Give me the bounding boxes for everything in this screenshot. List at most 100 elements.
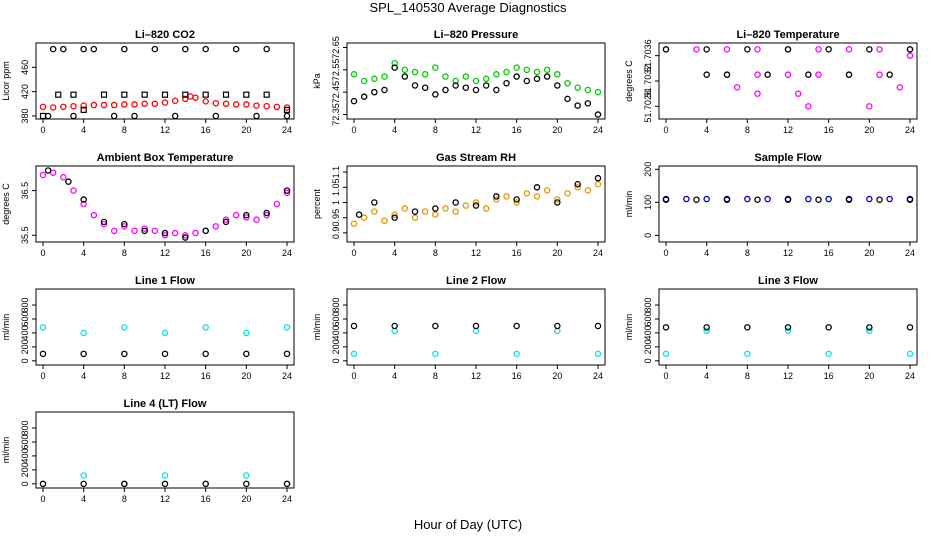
data-point	[876, 46, 883, 53]
x-tick-label: 20	[241, 125, 251, 135]
data-point	[391, 214, 398, 221]
series-1	[662, 324, 914, 331]
data-point	[39, 171, 47, 179]
data-point	[80, 106, 87, 113]
series-1	[350, 322, 602, 330]
data-point	[693, 196, 700, 203]
x-tick-label: 20	[241, 371, 251, 381]
y-tick-label: 800	[20, 298, 30, 313]
data-point	[171, 97, 179, 105]
y-tick-label: 1	[331, 200, 341, 205]
data-point	[584, 100, 592, 107]
data-point	[253, 112, 260, 120]
data-point	[472, 322, 480, 330]
data-point	[662, 324, 670, 331]
data-point	[876, 196, 883, 203]
y-tick-label: 0	[643, 358, 653, 363]
data-point	[693, 46, 700, 53]
data-point	[371, 88, 378, 96]
data-point	[906, 350, 914, 358]
y-tick-label: 200	[331, 339, 341, 354]
series-0	[39, 93, 291, 111]
data-point	[815, 46, 822, 53]
data-point	[584, 187, 592, 194]
y-tick-label: 1.05	[331, 179, 341, 197]
series-1	[355, 174, 602, 221]
data-point	[202, 91, 209, 98]
data-point	[866, 324, 873, 331]
data-point	[253, 102, 260, 109]
data-point	[131, 227, 138, 235]
data-point	[212, 223, 220, 230]
x-tick-label: 8	[122, 248, 127, 258]
data-point	[493, 71, 500, 78]
y-tick-label: 0	[20, 358, 30, 363]
data-point	[421, 84, 429, 91]
data-point	[243, 480, 250, 488]
plot-frame	[35, 288, 295, 366]
x-tick-label: 24	[593, 371, 603, 381]
y-tick-label: 380	[20, 108, 30, 123]
y-axis-label: Licor ppm	[1, 61, 11, 101]
data-point	[503, 68, 510, 76]
data-point	[543, 73, 551, 80]
data-point	[151, 45, 159, 53]
y-tick-label: 800	[20, 421, 30, 436]
data-point	[360, 214, 368, 221]
data-point	[421, 71, 429, 78]
data-point	[866, 46, 873, 53]
data-point	[754, 46, 761, 53]
y-axis-label: degrees C	[624, 60, 634, 102]
data-point	[784, 71, 792, 78]
data-point	[65, 178, 72, 185]
data-point	[161, 472, 169, 479]
series-1	[39, 480, 291, 488]
data-point	[161, 350, 169, 358]
data-point	[70, 91, 77, 98]
data-point	[805, 195, 812, 203]
x-tick-label: 8	[433, 371, 438, 381]
data-point	[462, 73, 470, 80]
y-tick-label: 1.1	[331, 166, 341, 179]
series-0	[350, 327, 602, 358]
data-point	[141, 225, 148, 232]
data-point	[574, 84, 581, 91]
data-point	[784, 46, 792, 53]
data-point	[80, 350, 87, 358]
series-0	[350, 59, 602, 96]
data-point	[533, 75, 541, 83]
x-tick-label: 16	[201, 371, 211, 381]
data-point	[784, 324, 792, 331]
y-tick-label: 400	[20, 448, 30, 463]
data-point	[60, 103, 67, 111]
data-point	[171, 112, 179, 120]
data-point	[594, 174, 602, 182]
series-0	[39, 169, 291, 239]
data-point	[411, 208, 419, 215]
data-point	[243, 211, 250, 219]
x-tick-label: 12	[160, 125, 170, 135]
y-tick-label: 200	[643, 162, 653, 177]
series-0	[662, 46, 914, 110]
data-point	[60, 45, 67, 53]
data-point	[70, 187, 77, 194]
series-0	[350, 180, 602, 228]
data-point	[523, 77, 531, 85]
y-tick-label: 420	[20, 84, 30, 99]
data-point	[263, 91, 270, 98]
data-point	[110, 101, 118, 109]
data-point	[182, 232, 189, 239]
data-point	[273, 103, 281, 111]
y-tick-label: 400	[331, 325, 341, 340]
data-point	[784, 196, 792, 203]
y-tick-label: 36.5	[20, 182, 30, 200]
data-point	[202, 45, 209, 53]
y-tick-label: 51.7036	[643, 39, 653, 72]
data-point	[121, 45, 128, 53]
data-point	[533, 193, 541, 200]
x-tick-label: 16	[201, 125, 211, 135]
x-tick-label: 8	[122, 125, 127, 135]
series-1	[39, 350, 291, 358]
data-point	[825, 350, 832, 358]
